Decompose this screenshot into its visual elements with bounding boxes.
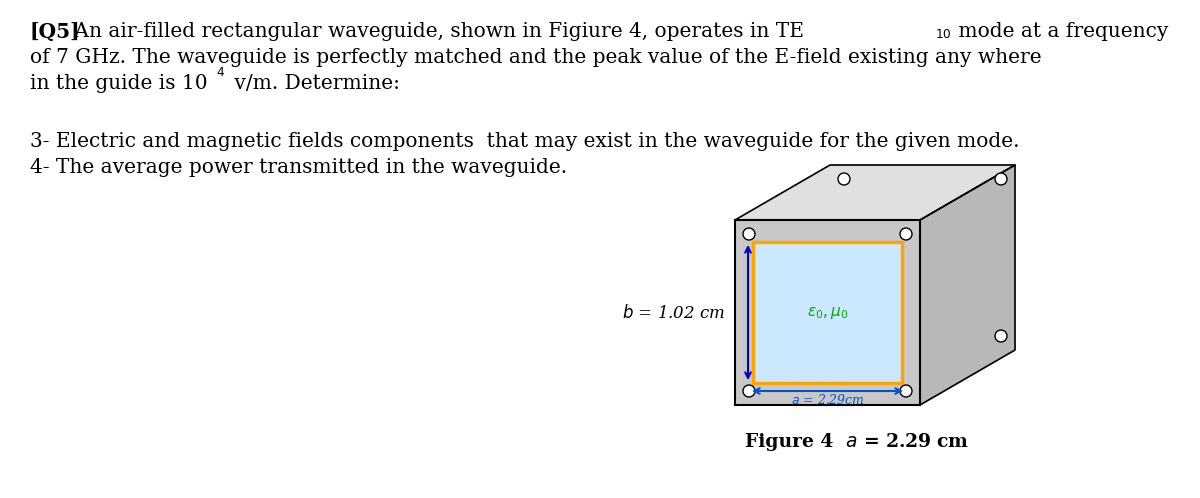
Text: $_{10}$: $_{10}$ [935,24,952,41]
Text: $\varepsilon_0,\mu_0$: $\varepsilon_0,\mu_0$ [806,304,848,321]
Text: Figure 4: Figure 4 [745,433,833,451]
Text: An air-filled rectangular waveguide, shown in Figiure 4, operates in TE: An air-filled rectangular waveguide, sho… [68,22,804,41]
Text: 3- Electric and magnetic fields components  that may exist in the waveguide for : 3- Electric and magnetic fields componen… [30,132,1020,151]
Text: v/m. Determine:: v/m. Determine: [228,74,400,93]
Text: $^4$: $^4$ [216,69,226,86]
Text: of 7 GHz. The waveguide is perfectly matched and the peak value of the E-field e: of 7 GHz. The waveguide is perfectly mat… [30,48,1042,67]
Circle shape [900,385,912,397]
Bar [754,242,902,383]
Text: mode at a frequency: mode at a frequency [952,22,1169,41]
Polygon shape [734,165,1015,220]
Circle shape [995,173,1007,185]
Bar [734,220,920,405]
Text: $b$ = 1.02 cm: $b$ = 1.02 cm [622,303,725,322]
Text: in the guide is 10: in the guide is 10 [30,74,208,93]
Text: $a$ = 2.29 cm: $a$ = 2.29 cm [845,433,970,451]
Circle shape [743,385,755,397]
Text: 4- The average power transmitted in the waveguide.: 4- The average power transmitted in the … [30,158,568,177]
Polygon shape [920,165,1015,405]
Circle shape [995,330,1007,342]
Bar [754,242,902,383]
Circle shape [900,228,912,240]
Text: [Q5]: [Q5] [30,22,80,42]
Circle shape [743,228,755,240]
Text: $a$ = 2.29cm: $a$ = 2.29cm [791,393,864,407]
Circle shape [838,173,850,185]
